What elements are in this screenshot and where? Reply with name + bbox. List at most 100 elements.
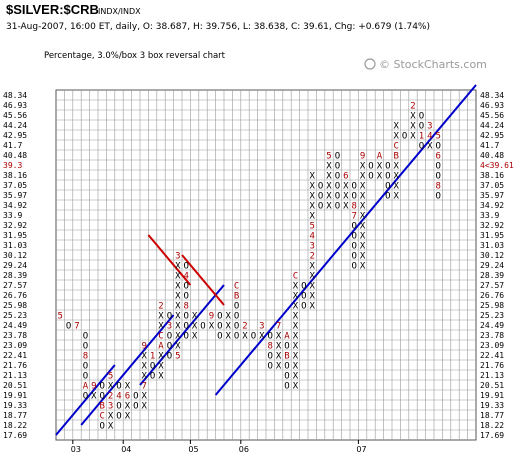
- pf-column-1: O: [66, 321, 71, 331]
- y-tick-label-left: 23.09: [3, 341, 27, 350]
- pf-x-mark: X: [293, 331, 299, 341]
- pf-o-mark: O: [419, 141, 424, 151]
- pf-x-mark: X: [360, 261, 366, 271]
- pf-month-mark: 6: [125, 391, 130, 401]
- pf-column-11: OO1: [150, 351, 155, 381]
- pf-x-mark: X: [360, 171, 366, 181]
- pf-column-18: X9: [209, 311, 215, 331]
- y-tick-label-left: 38.16: [3, 171, 27, 180]
- pf-x-mark: X: [309, 261, 315, 271]
- pf-o-mark: O: [385, 171, 390, 181]
- pf-month-mark: 3: [259, 321, 264, 331]
- pf-o-mark: O: [150, 361, 155, 371]
- pf-month-mark: 4: [427, 131, 432, 141]
- pf-o-mark: O: [217, 321, 222, 331]
- y-tick-label-right: 31.95: [480, 231, 504, 240]
- pf-o-mark: O: [183, 311, 188, 321]
- y-tick-label-right: 31.03: [480, 241, 504, 250]
- pf-month-mark: B: [393, 151, 398, 161]
- pf-o-mark: O: [200, 321, 205, 331]
- pf-o-mark: O: [385, 191, 390, 201]
- pf-x-mark: X: [360, 241, 366, 251]
- chart-subtitle: Percentage, 3.0%/box 3 box reversal char…: [44, 51, 226, 61]
- pf-x-mark: X: [293, 351, 299, 361]
- y-tick-label-right: 33.9: [480, 211, 499, 220]
- pf-column-29: OOO: [301, 281, 306, 311]
- trendline-up: [139, 284, 225, 386]
- pf-month-mark: C: [99, 411, 104, 421]
- pf-x-mark: X: [326, 201, 332, 211]
- y-tick-label-left: 17.69: [3, 431, 27, 440]
- pf-x-mark: X: [158, 371, 164, 381]
- pf-column-41: O: [402, 131, 407, 141]
- pf-o-mark: O: [368, 161, 373, 171]
- pf-o-mark: O: [351, 221, 356, 231]
- pf-o-mark: O: [183, 291, 188, 301]
- pf-o-mark: O: [385, 181, 390, 191]
- pf-column-37: OO: [368, 161, 373, 181]
- pf-month-mark: 4: [183, 271, 188, 281]
- y-tick-label-left: 48.34: [3, 91, 27, 100]
- y-tick-label-left: 23.78: [3, 331, 27, 340]
- pf-o-mark: O: [284, 381, 289, 391]
- pf-o-mark: O: [335, 171, 340, 181]
- pf-x-mark: X: [141, 351, 147, 361]
- pf-column-0: 5: [57, 311, 62, 321]
- pf-o-mark: O: [351, 261, 356, 271]
- pf-month-mark: B: [234, 291, 239, 301]
- y-tick-label-left: 22.41: [3, 351, 27, 360]
- pf-o-mark: O: [83, 361, 88, 371]
- pf-x-mark: X: [309, 171, 315, 181]
- y-tick-label-left: 35.97: [3, 191, 27, 200]
- pf-x-mark: X: [293, 281, 299, 291]
- y-tick-label-right: 40.48: [480, 151, 504, 160]
- pf-x-mark: X: [276, 341, 282, 351]
- pf-x-mark: X: [326, 171, 332, 181]
- y-tick-label-right: 28.39: [480, 271, 504, 280]
- pf-month-mark: 5: [175, 351, 180, 361]
- pf-x-mark: X: [175, 311, 181, 321]
- pf-column-23: O: [251, 331, 256, 341]
- pf-column-44: X43: [427, 121, 433, 151]
- pf-month-mark: 6: [435, 151, 440, 161]
- pf-x-mark: X: [393, 191, 399, 201]
- pf-o-mark: O: [318, 191, 323, 201]
- pf-o-mark: O: [335, 191, 340, 201]
- pf-x-mark: X: [343, 181, 349, 191]
- pf-o-mark: O: [351, 191, 356, 201]
- pf-o-mark: O: [116, 411, 121, 421]
- chart-exchange-tag: INDX/INDX: [98, 7, 141, 16]
- pf-month-mark: 2: [242, 321, 247, 331]
- pf-o-mark: O: [217, 331, 222, 341]
- pf-month-mark: 7: [141, 381, 146, 391]
- pf-column-9: OO: [133, 391, 138, 411]
- pf-o-mark: O: [284, 371, 289, 381]
- y-tick-label-right: 34.92: [480, 201, 504, 210]
- pf-x-mark: X: [293, 341, 299, 351]
- pf-month-mark: 5: [435, 131, 440, 141]
- y-tick-label-right: 41.7: [480, 141, 499, 150]
- y-tick-label-right: 4<39.61: [480, 161, 514, 170]
- pf-x-mark: X: [91, 391, 97, 401]
- y-tick-label-left: 24.49: [3, 321, 27, 330]
- pf-x-mark: X: [293, 321, 299, 331]
- pf-x-mark: X: [393, 131, 399, 141]
- y-tick-label-right: 22.41: [480, 351, 504, 360]
- pf-x-mark: X: [141, 391, 147, 401]
- y-tick-label-left: 45.56: [3, 111, 27, 120]
- chart-quote-info: 31-Aug-2007, 16:00 ET, daily, O: 38.687,…: [6, 22, 430, 32]
- y-tick-label-left: 32.92: [3, 221, 27, 230]
- pf-month-mark: 3: [175, 251, 180, 261]
- pf-month-mark: 5: [57, 311, 62, 321]
- pf-o-mark: O: [83, 331, 88, 341]
- y-tick-label-left: 46.93: [3, 101, 27, 110]
- pf-columns: 5O 7OAOO8OOX9OCBOOXX32X5OO4OXX6XOOXX7XXX9…: [57, 101, 440, 431]
- pf-x-mark: X: [393, 121, 399, 131]
- pf-o-mark: O: [83, 371, 88, 381]
- y-tick-label-left: 30.12: [3, 251, 27, 260]
